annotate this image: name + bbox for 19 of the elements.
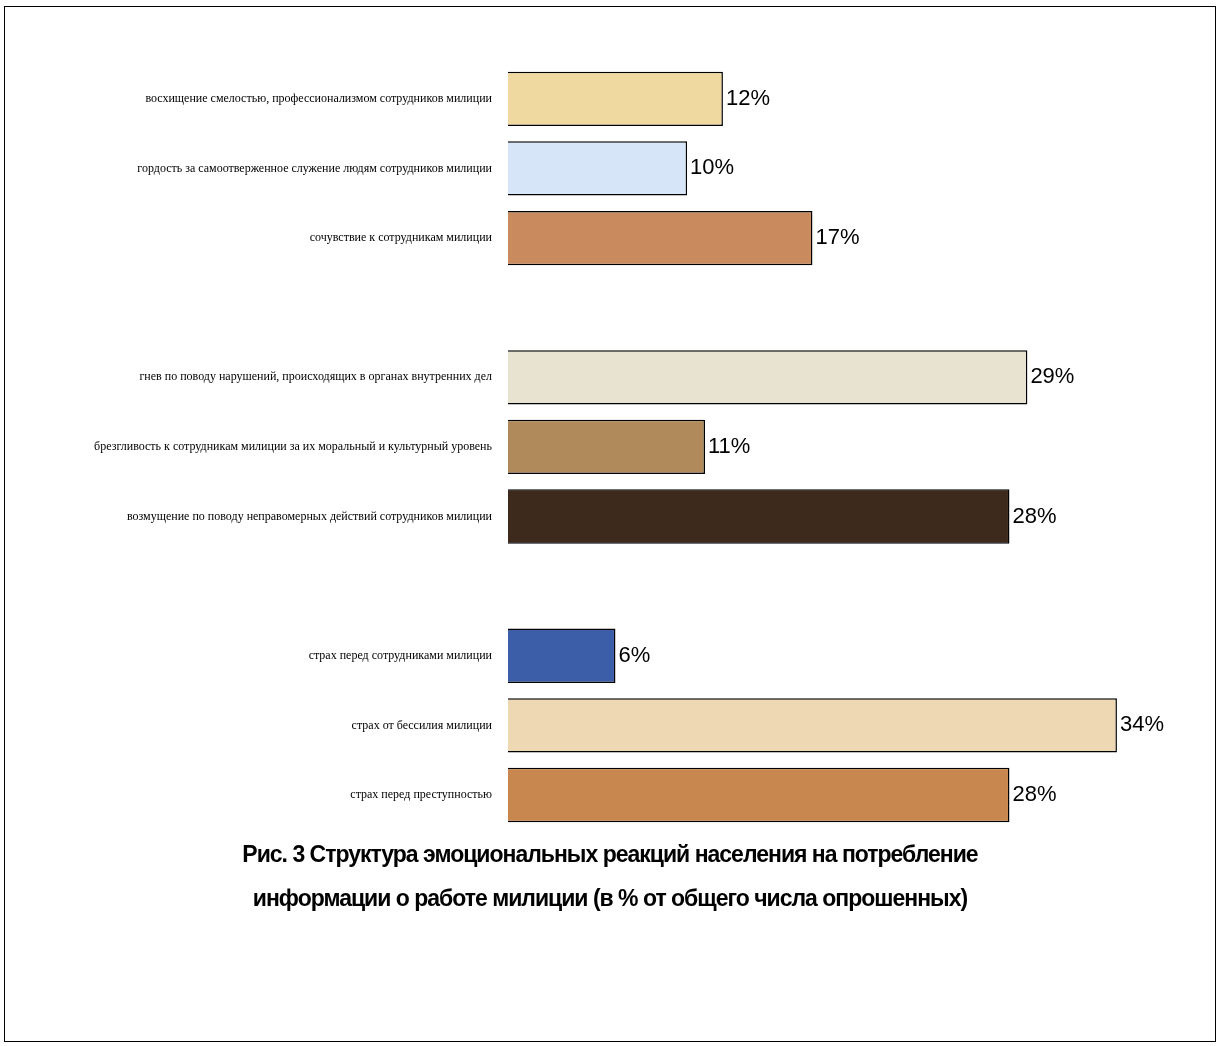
data-label: 11% (708, 432, 751, 458)
y-tick-label: страх от бессилия милиции (351, 717, 493, 732)
y-tick-label: восхищение смелостью, профессионализмом сотрудников милиции (145, 90, 493, 105)
data-label: 28% (1012, 502, 1057, 528)
data-label: 29% (1030, 363, 1075, 389)
y-tick-label: гордость за самоотверженное служение людям сотрудников милиции (137, 160, 493, 175)
y-tick-label: гнев по поводу нарушений, происходящих в органах внутренних дел (139, 369, 493, 384)
y-tick-label: возмущение по поводу неправомерных действий сотрудников милиции (126, 508, 493, 523)
text: Рис. 3 Структура эмоциональных реакций населения на потребление информации о работе милиции (в % от общего числа опрошенных) (241, 840, 979, 913)
data-label: 17% (815, 224, 860, 250)
data-label: 12% (725, 84, 770, 110)
data-label: 6% (618, 641, 651, 667)
data-label: 28% (1012, 781, 1057, 807)
data-label: 10% (690, 154, 735, 180)
y-tick-label: сочувствие к сотрудникам милиции (309, 230, 493, 245)
y-tick-label: брезгливость к сотрудникам милиции за их моральный и культурный уровень (94, 439, 493, 454)
y-tick-label: страх перед сотрудниками милиции (308, 647, 493, 662)
y-tick-label: страх перед преступностью (350, 787, 493, 802)
data-label: 34% (1119, 711, 1164, 737)
